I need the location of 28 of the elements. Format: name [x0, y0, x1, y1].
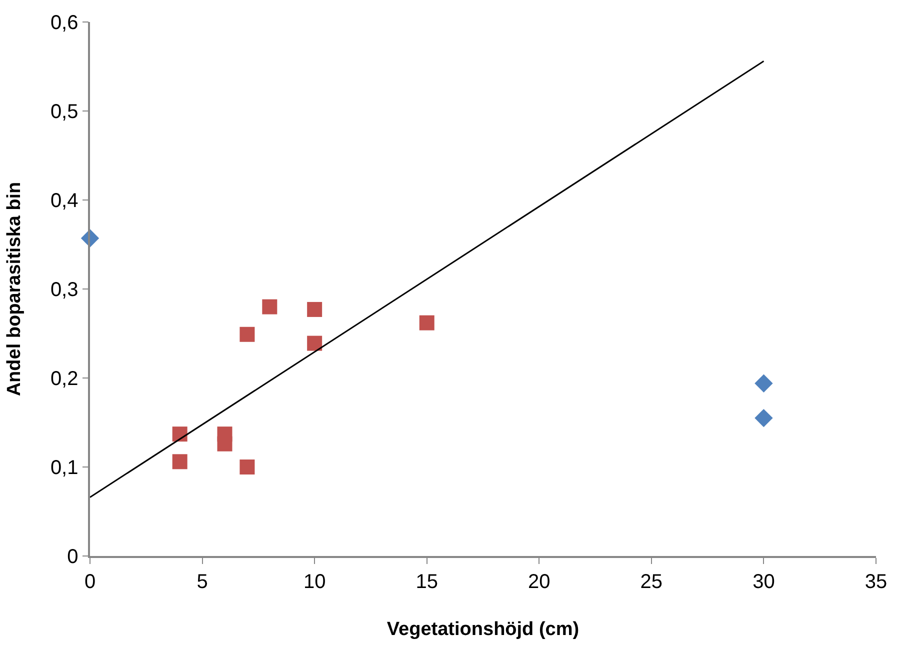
- y-tick-label: 0,3: [50, 279, 78, 301]
- y-tick-label: 0,1: [50, 457, 78, 479]
- y-tick-label: 0,4: [50, 190, 78, 212]
- y-tick-label: 0,6: [50, 12, 78, 34]
- point: [172, 454, 188, 470]
- x-tick-label: 35: [864, 570, 888, 593]
- x-tick-label: 5: [196, 570, 208, 593]
- x-axis-title: Vegetationshöjd (cm): [386, 619, 580, 640]
- y-tick-label: 0: [67, 546, 78, 568]
- point: [240, 326, 255, 342]
- point: [262, 299, 278, 314]
- x-tick-label: 10: [303, 570, 326, 593]
- x-tick-label: 20: [528, 570, 550, 593]
- point: [240, 460, 255, 474]
- point: [217, 436, 232, 452]
- point: [307, 336, 322, 351]
- point: [754, 374, 773, 392]
- point: [307, 302, 322, 317]
- x-tick-label: 15: [416, 570, 438, 593]
- point: [754, 408, 773, 428]
- y-axis-title: Andel boparasitiska bin: [4, 182, 25, 396]
- point: [419, 315, 434, 330]
- x-tick-label: 30: [752, 570, 775, 593]
- x-tick-label: 0: [84, 570, 96, 593]
- y-tick-label: 0,2: [50, 368, 78, 390]
- y-tick-label: 0,5: [50, 101, 78, 123]
- x-tick-label: 25: [640, 570, 663, 593]
- point: [172, 426, 188, 442]
